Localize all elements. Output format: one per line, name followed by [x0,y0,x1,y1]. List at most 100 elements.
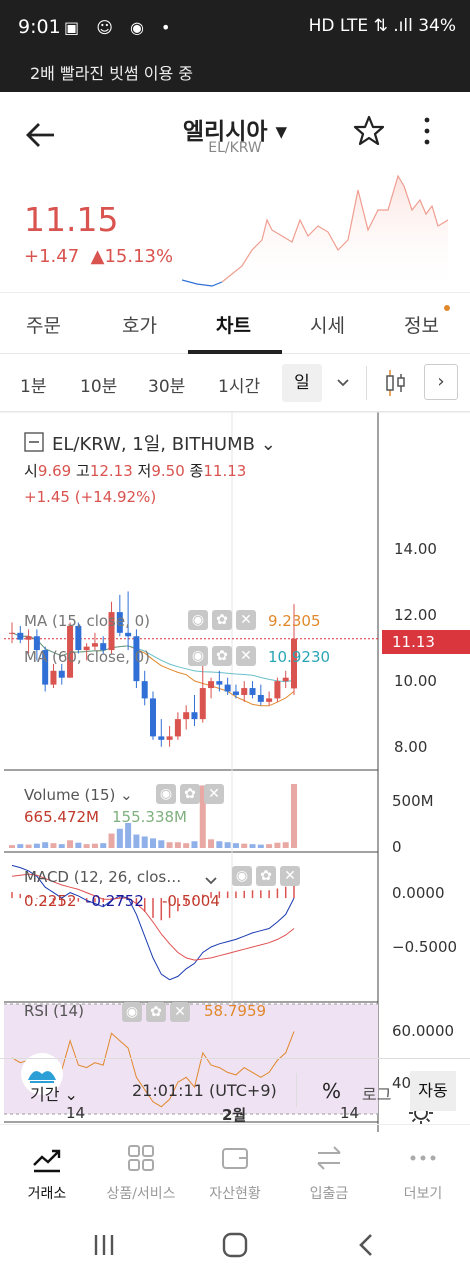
volume-label: Volume (15) ⌄ [24,786,133,804]
candle-body [25,636,32,640]
nav-assets[interactable]: 자산현황 [209,1186,261,1202]
interval-day[interactable]: 일 [282,364,322,402]
macd-signal-line [11,873,295,961]
close-icon[interactable]: ✕ [170,1002,190,1022]
volume-bar [9,845,15,848]
next-icon[interactable]: › [424,364,458,400]
interval-1h[interactable]: 1시간 [218,377,261,397]
tab-price[interactable]: 시세 [310,315,345,337]
eye-icon[interactable]: ◉ [188,646,208,666]
volume-bar [108,833,115,848]
chevron-down-icon[interactable] [204,874,218,888]
candle-body [133,636,140,682]
chart-canvas[interactable] [0,412,470,1132]
volume-bar [183,843,190,848]
back-arrow-icon[interactable] [24,118,58,152]
candle-body [83,646,90,651]
candle-body [33,636,40,651]
log-toggle[interactable]: 로그 [362,1085,392,1104]
candle-type-icon[interactable] [384,366,408,400]
ma15-value: 9.2305 [268,612,321,630]
volume-bar [100,843,107,848]
interval-30m[interactable]: 30분 [148,377,186,397]
nav-more[interactable]: 더보기 [403,1186,443,1202]
collapse-icon[interactable] [24,432,44,452]
coin-title[interactable]: 엘리시아 ▾ [182,119,288,145]
gear-icon[interactable]: ✿ [256,866,276,886]
volume-bar [25,844,32,848]
time-axis-14b: 14 [340,1104,360,1122]
current-price: 11.15 [24,200,119,239]
candle-body [125,632,132,637]
logo-icon [21,1053,63,1095]
gear-icon[interactable]: ✿ [212,610,232,630]
chart-area[interactable]: EL/KRW, 1일, BITHUMB ⌄ 시9.69 고12.13 저9.50… [0,412,470,1132]
volume-bar [75,842,82,848]
price-axis-10: 10.00 [394,672,437,690]
interval-1m[interactable]: 1분 [20,377,47,397]
eye-icon[interactable]: ◉ [156,784,176,804]
period-selector[interactable]: 기간 ⌄ [30,1085,78,1104]
open-label: 시 [24,462,38,480]
transfer-icon[interactable] [314,1143,344,1173]
time-axis-feb: 2월 [222,1106,247,1124]
volume-bar [58,844,65,848]
eye-icon[interactable]: ◉ [188,610,208,630]
status-time: 9:01 [18,16,61,38]
chart-symbol: EL/KRW, 1일, BITHUMB ⌄ [52,434,276,455]
close-label: 종 [189,462,204,480]
nav-deposit[interactable]: 입출금 [309,1186,349,1202]
tab-orderbook[interactable]: 호가 [122,315,157,337]
recents-icon[interactable] [92,1232,116,1258]
main-tabs: 주문 호가 차트 시세 정보 [0,292,470,354]
close-icon[interactable]: ✕ [204,784,224,804]
gear-icon[interactable]: ✿ [212,646,232,666]
candle-body [257,694,264,702]
tab-info[interactable]: 정보 [404,315,439,337]
candle-body [17,632,24,640]
wallet-icon[interactable] [220,1143,250,1173]
star-icon[interactable] [352,114,386,148]
macd-value-3: -0.5004 [162,892,220,910]
close-icon[interactable]: ✕ [280,866,300,886]
info-dot-badge [444,305,450,311]
interval-10m[interactable]: 10분 [80,377,118,397]
volume-bar [232,843,239,848]
divider [296,1073,297,1107]
candle-body [150,698,156,737]
grid-icon[interactable] [126,1143,156,1173]
home-icon[interactable] [222,1232,248,1258]
more-vertical-icon[interactable] [420,114,434,148]
nav-products[interactable]: 상품/서비스 [106,1186,176,1202]
candle-body [274,681,281,699]
gear-icon[interactable]: ✿ [180,784,200,804]
gear-icon[interactable]: ✿ [146,1002,166,1022]
volume-bar [208,839,215,848]
volume-bar [199,785,206,848]
candle-body [266,698,273,702]
notice-banner: 2배 빨라진 빗썸 이용 중 [30,64,194,83]
volume-value: 665.472M [24,808,99,826]
divider [366,366,367,400]
chevron-down-icon[interactable] [336,376,350,390]
more-horizontal-icon[interactable] [408,1143,438,1173]
eye-icon[interactable]: ◉ [122,1002,142,1022]
tab-chart[interactable]: 차트 [216,315,251,337]
volume-bar [158,840,165,848]
percent-toggle[interactable]: % [322,1079,342,1103]
candle-body [9,632,15,634]
chart-symbol-text: EL/KRW, 1일, BITHUMB [52,434,255,455]
price-axis-12: 12.00 [394,606,437,624]
back-nav-icon[interactable] [356,1232,376,1258]
low-label: 저 [137,462,152,480]
trend-icon[interactable] [32,1143,62,1173]
eye-icon[interactable]: ◉ [232,866,252,886]
auto-toggle[interactable]: 자동 [410,1071,456,1111]
tab-order[interactable]: 주문 [26,315,61,337]
candle-body [108,612,115,651]
nav-exchange[interactable]: 거래소 [27,1186,67,1202]
volume-bar [174,842,181,848]
candle-body [58,670,65,678]
close-icon[interactable]: ✕ [236,646,256,666]
close-icon[interactable]: ✕ [236,610,256,630]
